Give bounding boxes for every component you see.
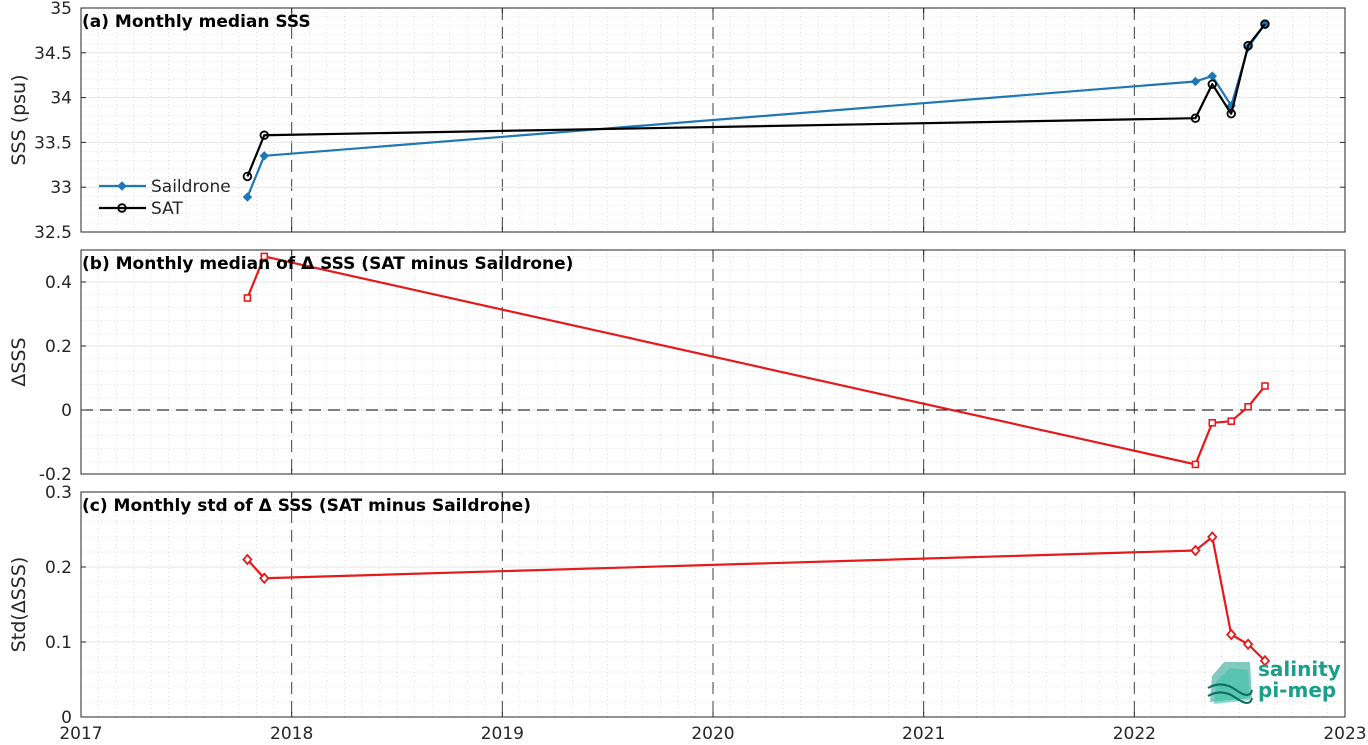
data-point-a-0 [259,151,269,161]
data-point-b-0 [243,294,252,302]
legend-swatch-marker [117,181,127,191]
data-point-a-1 [1207,79,1217,89]
series-line-a-1 [246,23,1266,177]
y-tick-label: 0 [61,708,72,728]
x-tick-label: 2022 [1113,724,1156,744]
y-tick-label: -0.2 [39,465,72,485]
legend-label: Saildrone [151,177,231,197]
panel-b: -0.2 0 0.2 0.4 (b) Monthly median of Δ SSS (… [8,249,1346,485]
panel-c: 2017 2018 2019 2020 2021 2022 2023 0 0.1 0.2 0.3 (c… [8,483,1367,744]
x-tick-label: 2019 [481,724,524,744]
plot-area-b [81,250,1345,474]
data-point-b-0 [1208,418,1217,427]
data-point-c-0 [242,553,253,566]
y-tick-label: 33.5 [34,133,72,153]
data-point-a-1 [259,130,269,140]
y-axis-label-c: Std(ΔSSS) [8,557,30,653]
data-point-c-0 [1190,544,1201,557]
logo-emblem-icon [1207,662,1253,704]
y-tick-label: 0.3 [45,483,72,503]
data-point-c-0 [1207,531,1218,543]
y-tick-label: 35 [50,0,72,19]
x-tick-label: 2020 [691,724,734,744]
data-point-b-0 [1191,460,1200,469]
y-tick-label: 0.4 [45,273,72,293]
plot-area-c [81,492,1345,717]
data-point-c-0 [259,572,270,585]
panel-title-b: (b) Monthly median of Δ SSS (SAT minus S… [82,254,573,274]
legend-swatch-marker [117,203,127,213]
data-point-a-0 [242,192,253,202]
data-point-b-0 [1244,402,1252,411]
data-point-b-0 [1227,417,1236,426]
logo-text-salinity: salinity [1258,657,1341,681]
panel-title-a: (a) Monthly median SSS [82,12,311,32]
y-tick-label: 34.5 [34,44,72,64]
data-point-a-1 [242,171,253,182]
x-tick-label: 2021 [902,724,945,744]
y-tick-label: 0.1 [45,633,72,653]
y-tick-label: 0 [61,401,72,421]
data-point-b-0 [260,252,269,261]
data-point-c-0 [1226,628,1237,641]
data-point-a-0 [1190,76,1201,87]
legend-label: SAT [151,199,183,219]
logo-text-pi-mep: pi-mep [1258,678,1336,702]
data-point-b-0 [1261,382,1269,390]
y-tick-label: 33 [50,178,72,198]
salinity-pi-mep-logo: salinity pi-mep [1207,657,1341,704]
data-point-a-1 [1243,40,1253,51]
panel-a: 32.5 33 33.5 34 34.5 35 (a) Monthly median SSS… [8,0,1346,243]
data-point-a-1 [1226,109,1236,119]
data-point-a-1 [1260,19,1270,29]
y-axis-label-a: SSS (psu) [8,74,30,165]
x-tick-label: 2018 [270,724,313,744]
y-tick-label: 0.2 [45,337,72,357]
y-tick-label: 34 [50,89,72,109]
y-tick-label: 32.5 [34,223,72,243]
data-point-c-0 [1242,638,1254,651]
data-point-c-0 [1259,654,1271,667]
y-axis-label-b: ΔSSS [8,337,30,386]
y-tick-label: 0.2 [45,558,72,578]
x-tick-label: 2023 [1323,724,1366,744]
panel-title-c: (c) Monthly std of Δ SSS (SAT minus Sail… [82,496,531,516]
x-tick-label: 2017 [59,724,102,744]
data-point-a-1 [1190,113,1201,123]
